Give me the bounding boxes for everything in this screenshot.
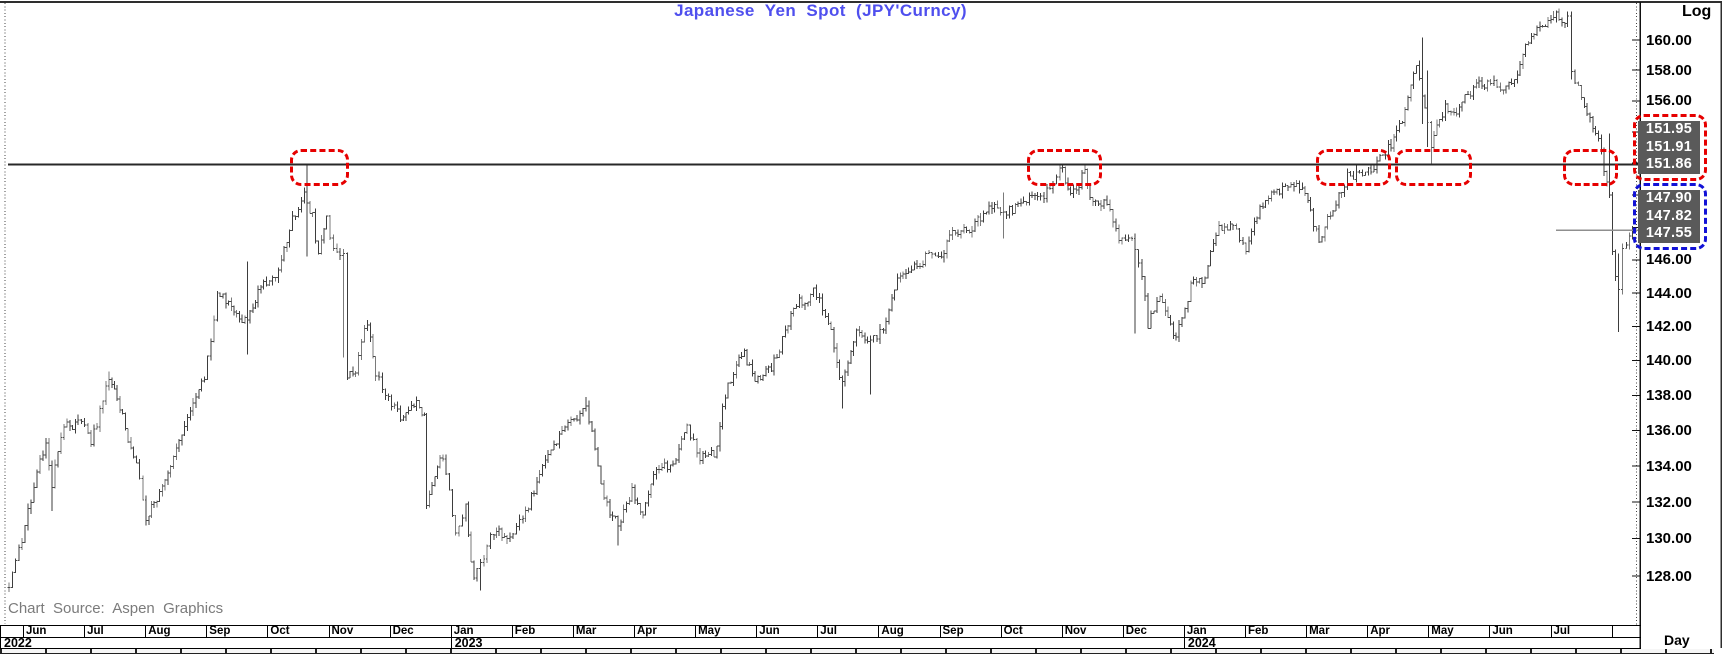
month-label: Dec (1125, 625, 1147, 637)
month-cell: Dec (389, 625, 451, 637)
month-label: Nov (331, 625, 354, 637)
month-cell: Dec (1122, 625, 1184, 637)
month-cell: May (695, 625, 756, 637)
month-cell: Mar (572, 625, 634, 637)
year-label: 2024 (1187, 636, 1216, 650)
blue-callout-frame (1633, 183, 1707, 250)
red-callout-frame (1633, 114, 1707, 181)
highlight-box-red (1026, 149, 1102, 186)
month-label: Jun (1492, 625, 1513, 637)
price-tick-label: 160.00 (1646, 31, 1692, 49)
month-cell: Jun (23, 625, 84, 637)
year-cell: 2022 (1, 636, 451, 650)
month-label: Jul (1553, 625, 1571, 637)
month-label: Oct (1003, 625, 1023, 637)
price-tick-label: 156.00 (1646, 92, 1692, 110)
month-label: Apr (637, 625, 657, 637)
month-label: Feb (514, 625, 536, 637)
month-cell: Oct (1000, 625, 1062, 637)
price-tick-label: 142.00 (1646, 318, 1692, 336)
highlight-box-red (1316, 149, 1392, 186)
callout-price: 151.91 (1645, 138, 1693, 155)
month-cell: Apr (634, 625, 695, 637)
red-callout-prices: 151.95 151.91 151.86 (1638, 121, 1700, 174)
month-label: Dec (392, 625, 414, 637)
month-cell: Sep (206, 625, 267, 637)
year-axis-row: 2022 2023 2024 (0, 636, 1642, 650)
month-label: Jan (1186, 625, 1207, 637)
month-cell: Aug (145, 625, 206, 637)
callout-price: 151.95 (1645, 121, 1693, 137)
month-label: Mar (1309, 625, 1330, 637)
month-label: May (698, 625, 721, 637)
price-tick-label: 136.00 (1646, 421, 1692, 439)
month-cell: Feb (511, 625, 573, 637)
month-label: Jun (759, 625, 780, 637)
month-cell: May (1428, 625, 1489, 637)
month-cell: Oct (267, 625, 328, 637)
chart-title: Japanese Yen Spot (JPY'Curncy) (674, 1, 967, 20)
month-label: Jan (453, 625, 474, 637)
month-cell: Jan (450, 625, 512, 637)
price-tick-label: 158.00 (1646, 61, 1692, 79)
month-label: Mar (575, 625, 597, 637)
price-tick-label: 140.00 (1646, 352, 1692, 370)
month-cell: Feb (1245, 625, 1306, 637)
price-tick-label: 146.00 (1646, 251, 1692, 269)
month-cell: Aug (878, 625, 939, 637)
price-tick-label: 134.00 (1646, 457, 1692, 475)
price-tick-label: 130.00 (1646, 530, 1692, 548)
month-cell: Jan (1183, 625, 1245, 637)
month-label: Aug (881, 625, 904, 637)
month-label: Oct (270, 625, 290, 637)
month-cell: Jun (1489, 625, 1550, 637)
month-label: May (1431, 625, 1454, 637)
timeline-scrollbar[interactable] (0, 649, 1714, 654)
price-tick-label: 128.00 (1646, 567, 1692, 585)
month-cell-partial (1611, 626, 1641, 637)
blue-callout-prices: 147.90 147.82 147.55 (1638, 190, 1700, 243)
year-label: 2022 (4, 636, 32, 650)
month-cell: Nov (1061, 625, 1123, 637)
highlight-box-red (1395, 149, 1473, 186)
month-cell: Jul (1550, 625, 1612, 637)
month-cell: Jul (817, 625, 878, 637)
log-scale-label: Log (1682, 3, 1712, 20)
callout-price: 147.55 (1645, 225, 1693, 242)
month-label: Apr (1370, 625, 1390, 637)
callout-price: 147.90 (1645, 190, 1693, 206)
month-cell: Nov (328, 625, 390, 637)
month-label: Jul (820, 625, 837, 637)
day-period-label: Day (1664, 632, 1690, 648)
month-cell: Apr (1367, 625, 1428, 637)
month-label: Feb (1248, 625, 1269, 637)
callout-price: 147.82 (1645, 207, 1693, 224)
month-label: Jul (87, 625, 104, 637)
month-cell: Jun (756, 625, 817, 637)
year-cell: 2024 (1183, 636, 1642, 650)
highlight-box-red (289, 149, 349, 186)
month-label: Sep (942, 625, 964, 637)
month-label: Jun (26, 625, 47, 637)
price-tick-label: 144.00 (1646, 284, 1692, 302)
chart-source-line: Chart Source: Aspen Graphics (8, 600, 224, 617)
price-tick-label: 138.00 (1646, 386, 1692, 404)
month-label: Sep (209, 625, 231, 637)
highlight-box-red (1562, 149, 1618, 186)
month-cell: Sep (939, 625, 1001, 637)
month-cell: Jul (84, 625, 145, 637)
month-label: Aug (148, 625, 171, 637)
month-label: Nov (1064, 625, 1087, 637)
month-cell: Mar (1306, 625, 1367, 637)
year-label: 2023 (454, 636, 483, 650)
year-cell: 2023 (450, 636, 1184, 650)
price-tick-label: 132.00 (1646, 493, 1692, 511)
callout-price: 151.86 (1645, 156, 1693, 173)
month-axis-row: Jun Jul Aug Sep Oct Nov Dec Jan Feb Mar Apr May Jun J… (0, 625, 1641, 638)
